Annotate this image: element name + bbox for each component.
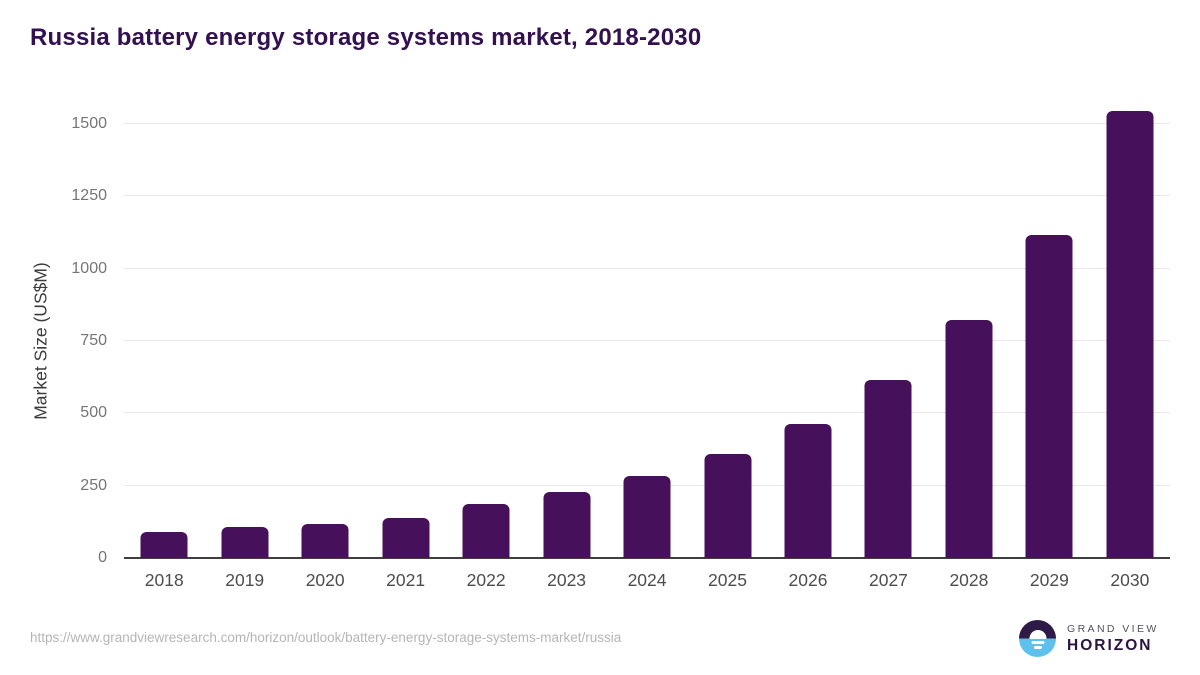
y-axis-ticks: 0 250 500 750 1000 1250 1500 [40,116,107,566]
y-tick-label: 500 [80,404,107,422]
bar-2021 [382,518,430,558]
x-tick-label: 2021 [386,570,426,590]
gridline [124,123,1170,124]
bar-slot [124,124,204,558]
bar-2018 [140,532,188,558]
bar-slot [768,124,848,558]
bar-2020 [301,524,349,558]
y-tick-label: 0 [98,549,107,566]
source-url: https://www.grandviewresearch.com/horizo… [30,630,622,645]
bar-2029 [1025,235,1073,558]
x-tick-label: 2022 [466,570,506,590]
x-tick-label: 2029 [1029,570,1069,590]
x-tick-label: 2020 [305,570,345,590]
sun-reflection-icon [1031,640,1044,644]
bar-2025 [704,453,752,558]
bar-slot [446,124,526,558]
x-tick-label: 2025 [708,570,747,590]
y-tick-label: 1500 [71,115,107,132]
logo-text: GRAND VIEW HORIZON [1067,623,1159,655]
bar-slot [848,124,928,558]
bar-2026 [784,423,832,558]
sun-reflection-icon [1033,645,1042,649]
gridline [124,412,1170,414]
x-tick-label: 2023 [547,570,587,590]
gridline [124,340,1170,341]
horizon-logo-icon [1019,620,1056,657]
x-tick-label: 2027 [868,570,908,590]
bar-2028 [945,320,993,558]
grand-view-horizon-logo: GRAND VIEW HORIZON [1019,620,1159,657]
y-tick-label: 750 [80,332,107,349]
bar-slot [1090,110,1170,558]
bar-slot [204,124,284,558]
logo-brand-name: GRAND VIEW [1067,622,1159,635]
gridline [124,195,1170,197]
y-tick-label: 250 [80,476,107,494]
sun-icon [1029,630,1046,639]
x-tick-label: 2019 [225,570,265,590]
x-tick-label: 2018 [144,570,184,590]
gridline [124,267,1170,269]
bar-slot [687,124,767,558]
bar-2022 [462,504,510,558]
bar-2023 [543,492,591,558]
bar-slot [607,124,687,558]
y-tick-label: 1000 [71,259,107,277]
logo-product-name: HORIZON [1067,636,1153,654]
bar-slot [1009,124,1089,558]
x-tick-label: 2024 [627,570,667,590]
bar-2027 [864,380,912,558]
bar-series [124,110,1170,558]
bar-2024 [623,475,671,558]
x-tick-label: 2028 [949,570,989,590]
bar-slot [285,124,365,558]
chart-title: Russia battery energy storage systems ma… [30,24,702,51]
bar-slot [526,124,606,558]
plot-area [124,110,1170,559]
x-axis-labels: 2018 2019 2020 2021 2022 2023 2024 2025 2026 2027… [124,570,1170,591]
x-tick-label: 2026 [788,570,828,590]
x-tick-label: 2030 [1110,570,1150,590]
x-axis-line [124,557,1170,559]
y-tick-label: 1250 [71,187,107,205]
bar-2030 [1106,110,1154,558]
bar-slot [929,124,1009,558]
bar-slot [365,124,445,558]
bar-2019 [221,527,269,558]
